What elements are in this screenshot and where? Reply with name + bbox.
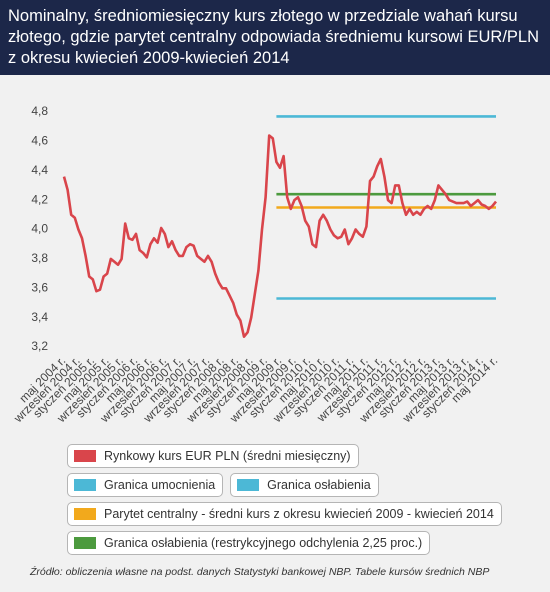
legend-row: Rynkowy kurs EUR PLN (średni miesięczny) bbox=[67, 444, 537, 468]
legend-item: Rynkowy kurs EUR PLN (średni miesięczny) bbox=[67, 444, 359, 468]
y-tick-label: 3,8 bbox=[31, 251, 48, 265]
y-tick-label: 3,4 bbox=[31, 310, 48, 324]
legend-row: Parytet centralny - średni kurs z okresu… bbox=[67, 502, 537, 526]
y-tick-label: 4,4 bbox=[31, 163, 48, 177]
chart-title: Nominalny, średniomiesięczny kurs złoteg… bbox=[8, 7, 540, 67]
y-tick-label: 4,2 bbox=[31, 192, 48, 206]
title-band: Nominalny, średniomiesięczny kurs złoteg… bbox=[0, 0, 550, 75]
legend-label: Granica umocnienia bbox=[104, 478, 216, 492]
legend-item: Granica osłabienia bbox=[230, 473, 379, 497]
legend-swatch bbox=[74, 537, 96, 549]
legend: Rynkowy kurs EUR PLN (średni miesięczny)… bbox=[67, 444, 537, 560]
legend-item: Granica osłabienia (restrykcyjnego odchy… bbox=[67, 531, 431, 555]
legend-label: Granica osłabienia (restrykcyjnego odchy… bbox=[104, 536, 423, 550]
legend-item: Granica umocnienia bbox=[67, 473, 224, 497]
legend-swatch bbox=[237, 479, 260, 491]
legend-swatch bbox=[74, 450, 96, 462]
y-tick-label: 4,0 bbox=[31, 222, 48, 236]
y-tick-label: 4,6 bbox=[31, 134, 48, 148]
legend-row: Granica umocnienia Granica osłabienia bbox=[67, 473, 537, 497]
y-tick-label: 3,2 bbox=[31, 339, 48, 353]
y-tick-label: 3,6 bbox=[31, 280, 48, 294]
legend-swatch bbox=[74, 479, 96, 491]
y-tick-label: 4,8 bbox=[31, 104, 48, 118]
series-line bbox=[62, 134, 498, 338]
legend-label: Parytet centralny - średni kurs z okresu… bbox=[104, 507, 494, 521]
legend-row: Granica osłabienia (restrykcyjnego odchy… bbox=[67, 531, 537, 555]
legend-swatch bbox=[74, 508, 96, 520]
legend-item: Parytet centralny - średni kurs z okresu… bbox=[67, 502, 502, 526]
legend-label: Granica osłabienia bbox=[267, 478, 371, 492]
legend-label: Rynkowy kurs EUR PLN (średni miesięczny) bbox=[104, 449, 351, 463]
source-note: Źródło: obliczenia własne na podst. dany… bbox=[30, 566, 490, 578]
